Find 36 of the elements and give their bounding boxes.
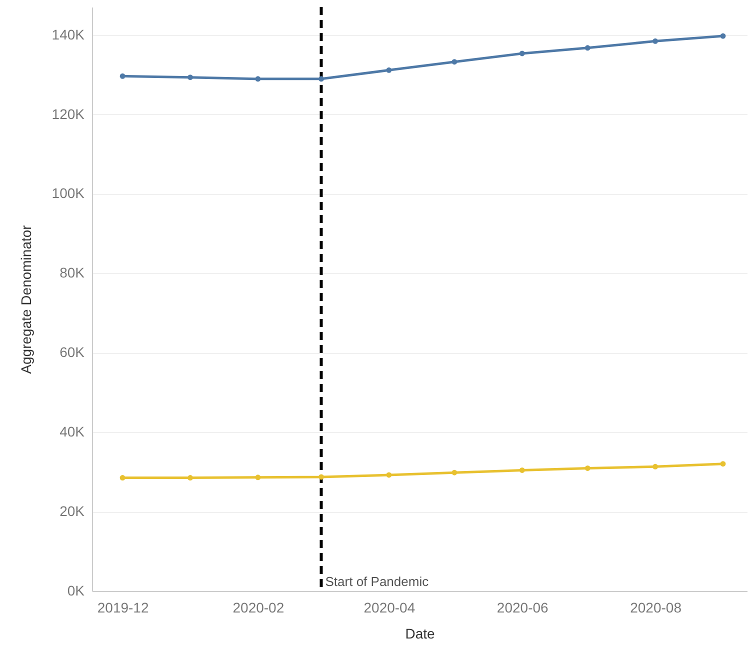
point xyxy=(188,475,193,481)
x-tick-label: 2020-06 xyxy=(496,600,549,616)
point xyxy=(255,76,261,82)
point xyxy=(452,470,458,476)
point xyxy=(720,33,726,39)
point xyxy=(519,50,525,56)
ref-line-label: Start of Pandemic xyxy=(325,574,430,589)
x-axis-title: Date xyxy=(405,626,435,642)
point xyxy=(386,472,392,478)
point xyxy=(452,59,458,65)
y-tick-label: 20K xyxy=(60,503,86,520)
point xyxy=(519,467,525,473)
y-tick-label: 0K xyxy=(67,582,86,598)
point xyxy=(318,474,324,480)
point xyxy=(188,74,193,80)
y-tick-label: 100K xyxy=(52,185,86,202)
x-tick-label: 2020-02 xyxy=(232,600,284,616)
x-tick-label: 2020-04 xyxy=(364,600,416,616)
point xyxy=(720,461,726,467)
y-tick-label: 60K xyxy=(60,344,86,360)
point xyxy=(120,73,126,79)
point xyxy=(652,38,658,44)
point xyxy=(120,475,126,481)
x-tick-label: 2019-12 xyxy=(97,600,149,616)
point xyxy=(584,466,590,471)
y-tick-label: 80K xyxy=(60,264,86,281)
y-tick-label: 120K xyxy=(52,106,86,122)
y-tick-label: 40K xyxy=(60,424,86,440)
point xyxy=(255,474,261,480)
point xyxy=(318,76,324,82)
point xyxy=(584,45,590,51)
y-tick-label: 140K xyxy=(52,26,86,42)
point xyxy=(386,67,392,73)
x-tick-label: 2020-08 xyxy=(630,600,682,616)
y-axis-title: Aggregate Denominator xyxy=(18,224,34,374)
point xyxy=(652,464,658,470)
